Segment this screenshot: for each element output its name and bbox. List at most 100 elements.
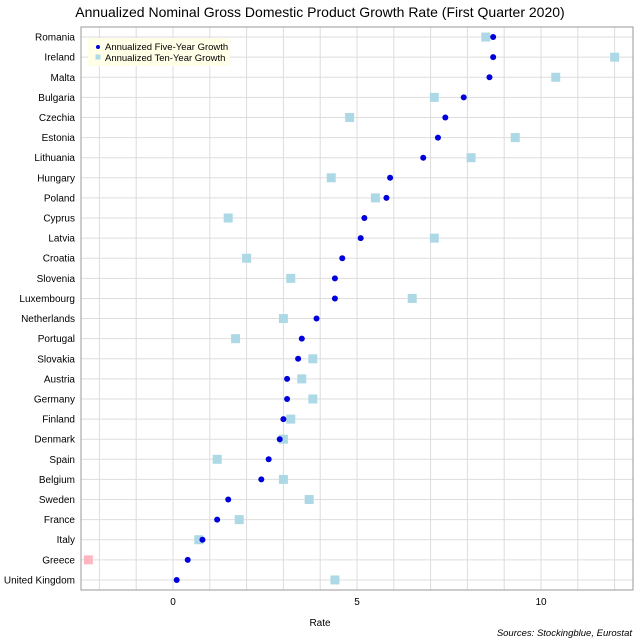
y-tick-label: Luxembourg bbox=[19, 294, 75, 305]
ten-year-growth-point bbox=[429, 233, 439, 243]
x-tick-labels: 0 5 10 bbox=[170, 597, 547, 608]
x-tick-label: 10 bbox=[535, 597, 547, 608]
y-tick-label: Portugal bbox=[38, 334, 75, 345]
ten-year-growth-point bbox=[278, 434, 288, 444]
ten-year-growth-point bbox=[345, 112, 355, 122]
five-year-growth-point bbox=[434, 134, 441, 141]
five-year-growth-point bbox=[199, 536, 206, 543]
ten-year-growth-point bbox=[304, 495, 314, 505]
y-tick-label: Ireland bbox=[44, 53, 75, 64]
ten-year-growth-point bbox=[429, 92, 439, 102]
five-year-growth-point bbox=[339, 255, 346, 262]
y-tick-label: Estonia bbox=[42, 133, 76, 144]
five-year-growth-point bbox=[298, 335, 305, 342]
ten-year-growth-point bbox=[278, 474, 288, 484]
five-year-growth-point bbox=[490, 54, 497, 61]
y-tick-label: Netherlands bbox=[21, 314, 75, 325]
five-year-growth-point bbox=[361, 215, 368, 222]
y-tick-labels: Romania Ireland Malta Bulgaria Czechia Estoni… bbox=[4, 33, 76, 587]
ten-year-growth-point bbox=[370, 193, 380, 203]
ten-year-growth-point bbox=[510, 133, 520, 143]
legend-ten-year-marker bbox=[95, 54, 101, 60]
five-year-growth-point bbox=[225, 496, 232, 503]
y-tick-label: Denmark bbox=[34, 435, 76, 446]
legend-five-year-label: Annualized Five-Year Growth bbox=[105, 42, 228, 53]
five-year-growth-point bbox=[173, 576, 180, 583]
y-tick-label: Malta bbox=[51, 73, 76, 84]
five-year-growth-point bbox=[276, 436, 283, 443]
y-tick-label: Slovakia bbox=[37, 354, 75, 365]
x-tick-label: 0 bbox=[170, 597, 176, 608]
five-year-growth-point bbox=[184, 556, 191, 563]
y-tick-label: Lithuania bbox=[34, 153, 75, 164]
ten-year-growth-point bbox=[330, 575, 340, 585]
ten-year-growth-point bbox=[407, 293, 417, 303]
ten-year-growth-point bbox=[308, 354, 318, 364]
ten-year-growth-point bbox=[234, 515, 244, 525]
y-tick-label: Bulgaria bbox=[38, 93, 75, 104]
ten-year-growth-point bbox=[223, 213, 233, 223]
five-year-growth-point bbox=[486, 74, 493, 81]
gridlines bbox=[81, 27, 633, 590]
y-tick-label: Finland bbox=[42, 415, 75, 426]
ten-year-growth-point bbox=[286, 414, 296, 424]
ten-year-growth-point bbox=[194, 535, 204, 545]
y-tick-label: Austria bbox=[44, 374, 76, 385]
five-year-growth-point bbox=[460, 94, 467, 101]
data-marks bbox=[83, 32, 620, 585]
ten-year-growth-point bbox=[212, 454, 222, 464]
y-tick-label: United Kingdom bbox=[4, 575, 75, 586]
y-tick-label: Spain bbox=[49, 455, 75, 466]
y-tick-label: Cyprus bbox=[43, 214, 75, 225]
y-tick-label: France bbox=[44, 515, 76, 526]
ten-year-growth-point bbox=[278, 314, 288, 324]
ten-year-growth-point bbox=[286, 273, 296, 283]
y-tick-label: Romania bbox=[35, 33, 75, 44]
five-year-growth-point bbox=[331, 295, 338, 302]
five-year-growth-point bbox=[490, 34, 497, 41]
y-tick-label: Germany bbox=[34, 394, 75, 405]
five-year-growth-point bbox=[295, 355, 302, 362]
ten-year-growth-point bbox=[308, 394, 318, 404]
legend-box bbox=[88, 38, 230, 66]
five-year-growth-point bbox=[313, 315, 320, 322]
five-year-growth-point bbox=[420, 154, 427, 161]
legend-five-year-marker bbox=[96, 45, 100, 49]
y-tick-label: Hungary bbox=[37, 173, 75, 184]
five-year-growth-point bbox=[284, 395, 291, 402]
ten-year-growth-point bbox=[326, 173, 336, 183]
y-tick-label: Italy bbox=[57, 535, 75, 546]
y-tick-label: Sweden bbox=[39, 495, 75, 506]
legend: Annualized Five-Year Growth Annualized T… bbox=[88, 38, 230, 66]
legend-ten-year-label: Annualized Ten-Year Growth bbox=[105, 53, 225, 64]
y-tick-label: Poland bbox=[44, 193, 75, 204]
plot-area bbox=[80, 26, 634, 591]
y-tick-label: Slovenia bbox=[37, 274, 76, 285]
five-year-growth-point bbox=[442, 114, 449, 121]
ten-year-growth-point bbox=[466, 153, 476, 163]
five-year-growth-point bbox=[387, 174, 394, 181]
ten-year-growth-point bbox=[481, 32, 491, 42]
ten-year-growth-point bbox=[551, 72, 561, 82]
five-year-growth-point bbox=[265, 456, 272, 463]
five-year-growth-point bbox=[284, 375, 291, 382]
y-tick-label: Belgium bbox=[39, 475, 75, 486]
ten-year-growth-point bbox=[83, 555, 93, 565]
five-year-growth-point bbox=[331, 275, 338, 282]
ten-year-growth-point bbox=[231, 334, 241, 344]
x-tick-label: 5 bbox=[354, 597, 360, 608]
ten-year-growth-point bbox=[297, 374, 307, 384]
x-axis-label: Rate bbox=[309, 618, 331, 629]
five-year-growth-point bbox=[357, 235, 364, 242]
five-year-growth-point bbox=[214, 516, 221, 523]
five-year-growth-point bbox=[383, 194, 390, 201]
y-tick-label: Croatia bbox=[43, 254, 76, 265]
chart-title: Annualized Nominal Gross Domestic Produc… bbox=[75, 4, 564, 20]
five-year-growth-point bbox=[280, 416, 287, 423]
y-tick-label: Latvia bbox=[48, 234, 75, 245]
y-tick-label: Greece bbox=[42, 555, 75, 566]
y-tick-label: Czechia bbox=[39, 113, 76, 124]
ten-year-growth-point bbox=[610, 52, 620, 62]
source-note: Sources: Stockingblue, Eurostat bbox=[497, 628, 633, 639]
